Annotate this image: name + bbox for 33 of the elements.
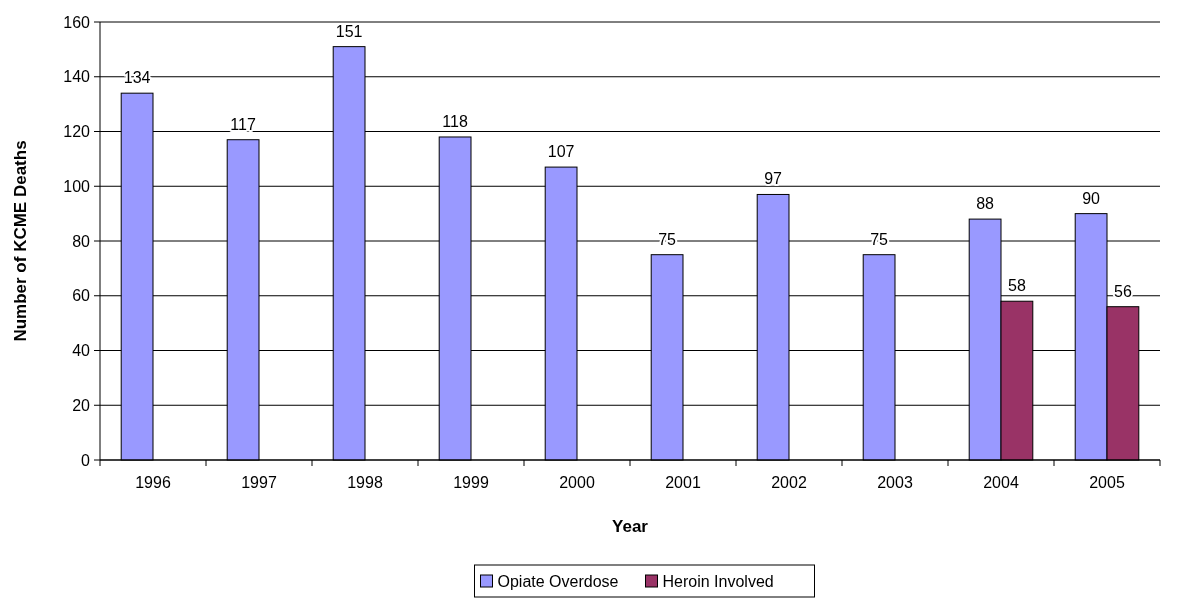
y-tick-label: 120	[63, 123, 91, 141]
data-label: 90	[1082, 189, 1101, 207]
y-tick-label: 100	[63, 177, 91, 195]
x-tick-label: 2002	[771, 474, 807, 491]
x-tick-label: 1998	[347, 474, 383, 491]
x-tick-label: 2003	[877, 474, 913, 491]
data-label: 97	[764, 170, 783, 188]
data-label: 75	[658, 230, 677, 248]
y-tick-label: 40	[72, 342, 91, 360]
x-tick-label: 2001	[665, 474, 701, 491]
data-label: 75	[870, 230, 889, 248]
y-tick-label: 160	[63, 13, 91, 31]
y-tick-label: 20	[72, 396, 91, 414]
y-axis-title: Number of KCME Deaths	[11, 140, 30, 342]
x-tick-label: 1996	[135, 474, 171, 491]
x-axis-title: Year	[612, 517, 649, 536]
data-label: 151	[335, 22, 363, 40]
data-label: 88	[976, 195, 995, 213]
y-tick-label: 60	[72, 287, 91, 305]
data-label: 118	[442, 112, 468, 130]
data-label: 107	[547, 143, 575, 161]
data-label: 117	[230, 115, 256, 133]
legend-label: Heroin Involved	[662, 572, 774, 590]
x-tick-label: 2000	[559, 474, 595, 491]
x-tick-label: 1999	[453, 474, 489, 491]
legend-label: Opiate Overdose	[497, 572, 619, 590]
x-tick-label: 1997	[241, 474, 277, 491]
x-tick-label: 2004	[983, 474, 1019, 491]
y-tick-label: 80	[72, 232, 91, 250]
x-tick-label: 2005	[1089, 474, 1125, 491]
data-label: 58	[1008, 277, 1026, 295]
y-tick-label: 140	[63, 68, 91, 86]
y-tick-label: 0	[81, 451, 91, 469]
